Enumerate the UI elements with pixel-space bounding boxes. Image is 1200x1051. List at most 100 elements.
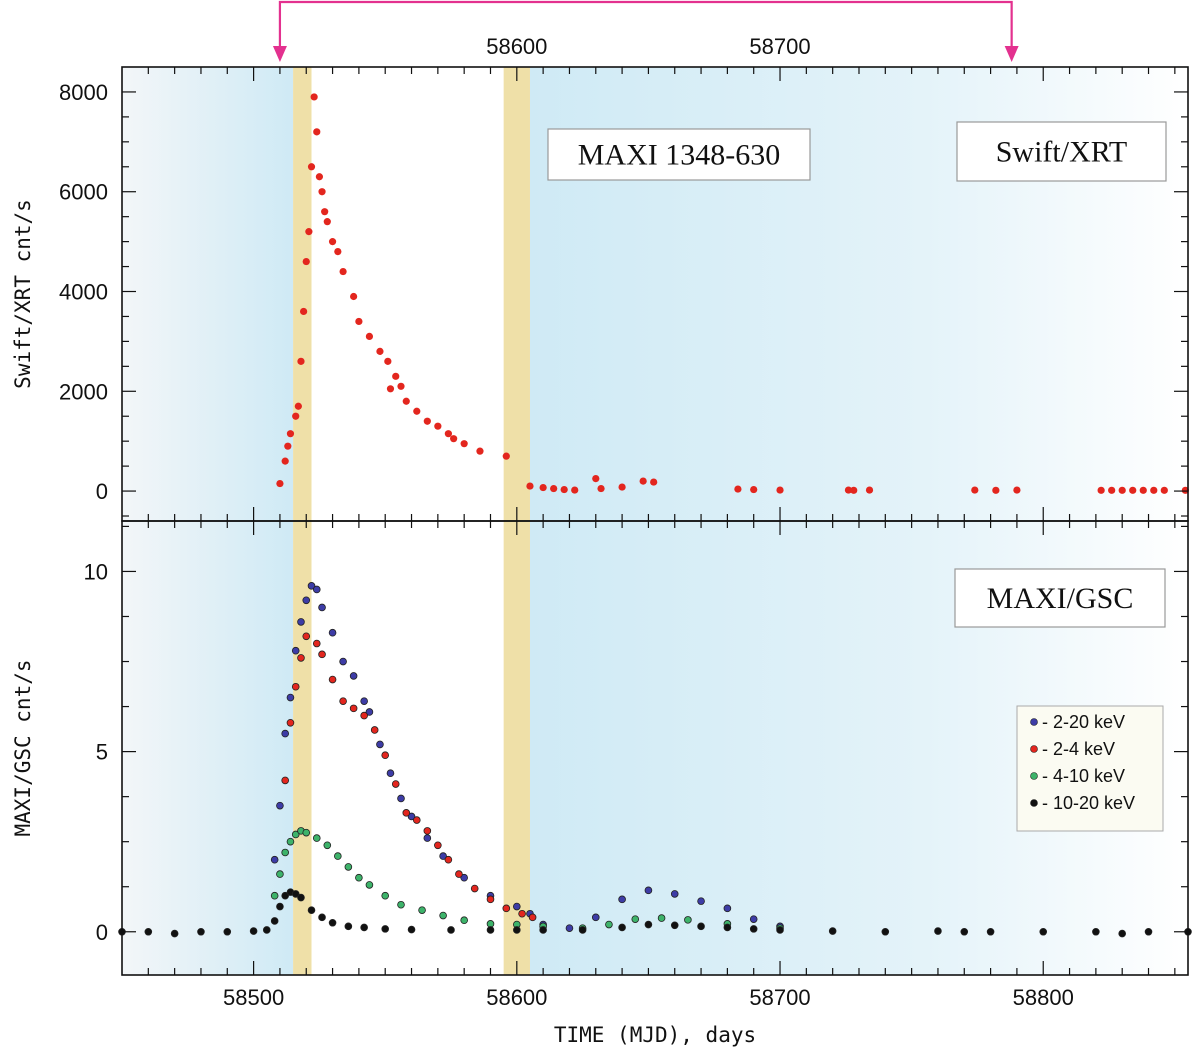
- data-point-swift-xrt: [1181, 486, 1189, 494]
- data-point-swift-xrt: [639, 477, 647, 485]
- data-point-2-20-kev: [565, 924, 574, 932]
- data-point-swift-xrt: [597, 484, 605, 493]
- data-point-10-20-kev: [1144, 927, 1153, 936]
- x-top-tick-label: 58600: [486, 34, 547, 59]
- x-top-tick-label: 58700: [749, 34, 810, 59]
- data-point-swift-xrt: [1129, 486, 1137, 494]
- data-point-2-4-kev: [486, 895, 495, 904]
- data-point-2-20-kev: [723, 904, 732, 913]
- legend-entry: - 4-10 keV: [1042, 766, 1125, 786]
- data-point-swift-xrt: [992, 486, 1000, 494]
- data-point-2-20-kev: [460, 873, 468, 882]
- bracket-arrow-icon: [1004, 46, 1019, 62]
- data-point-10-20-kev: [291, 890, 300, 898]
- data-point-swift-xrt: [300, 307, 308, 316]
- legend-marker: [1030, 745, 1038, 753]
- data-point-10-20-kev: [723, 923, 732, 932]
- data-point-swift-xrt: [571, 486, 579, 494]
- bracket-arrow-icon: [272, 46, 287, 62]
- data-point-2-4-kev: [286, 718, 295, 727]
- data-point-2-4-kev: [291, 682, 300, 691]
- data-point-10-20-kev: [644, 920, 653, 929]
- maxi-gsc-label: MAXI/GSC: [987, 582, 1134, 615]
- data-point-swift-xrt: [1097, 486, 1105, 494]
- x-tick-label: 58700: [749, 985, 810, 1010]
- data-point-swift-xrt: [384, 357, 392, 365]
- data-point-2-4-kev: [381, 751, 390, 760]
- data-point-10-20-kev: [262, 926, 271, 934]
- data-point-swift-xrt: [334, 247, 342, 256]
- data-point-10-20-kev: [297, 893, 305, 902]
- legend-marker: [1030, 718, 1038, 726]
- data-point-swift-xrt: [560, 485, 568, 494]
- data-point-10-20-kev: [270, 917, 279, 925]
- data-point-2-4-kev: [455, 870, 463, 878]
- data-point-10-20-kev: [381, 925, 390, 933]
- data-point-swift-xrt: [323, 218, 331, 226]
- data-point-2-20-kev: [365, 708, 374, 716]
- data-point-swift-xrt: [1013, 486, 1021, 494]
- data-point-2-4-kev: [339, 697, 347, 705]
- data-point-swift-xrt: [650, 478, 658, 486]
- data-point-2-4-kev: [318, 650, 326, 659]
- legend-entry: - 2-20 keV: [1042, 712, 1125, 732]
- data-point-2-20-kev: [439, 852, 447, 860]
- data-point-swift-xrt: [1150, 486, 1158, 494]
- data-point-2-20-kev: [749, 915, 758, 923]
- data-point-swift-xrt: [526, 482, 534, 490]
- data-point-2-20-kev: [291, 646, 300, 655]
- data-point-2-20-kev: [297, 618, 305, 626]
- data-point-2-20-kev: [276, 801, 284, 810]
- maxi-gsc-box: [954, 568, 1166, 628]
- y-axis-title: MAXI/GSC cnt/s: [11, 659, 35, 836]
- data-point-swift-xrt: [313, 128, 321, 136]
- data-point-4-10-kev: [397, 900, 405, 909]
- y-tick-label: 8000: [59, 80, 108, 105]
- data-point-4-10-kev: [270, 891, 279, 900]
- data-point-swift-xrt: [444, 430, 452, 438]
- data-point-10-20-kev: [828, 927, 837, 935]
- data-point-4-10-kev: [302, 828, 311, 837]
- data-point-2-20-kev: [312, 585, 321, 594]
- data-point-4-10-kev: [281, 848, 289, 857]
- data-point-10-20-kev: [281, 891, 289, 900]
- x-axis-title: TIME (MJD), days: [554, 1023, 756, 1047]
- y-tick-label: 0: [96, 920, 108, 945]
- data-point-swift-xrt: [365, 332, 374, 341]
- data-point-4-10-kev: [323, 841, 332, 850]
- data-point-10-20-kev: [670, 921, 679, 930]
- y-tick-label: 4000: [59, 280, 108, 305]
- data-point-2-20-kev: [618, 895, 626, 904]
- data-point-4-10-kev: [344, 863, 353, 871]
- data-point-swift-xrt: [339, 267, 347, 276]
- data-point-4-10-kev: [312, 834, 321, 842]
- data-point-swift-xrt: [539, 483, 547, 492]
- data-point-swift-xrt: [305, 228, 313, 236]
- data-point-2-20-kev: [513, 902, 521, 911]
- data-point-2-20-kev: [644, 886, 653, 895]
- data-point-swift-xrt: [434, 422, 442, 430]
- data-point-4-10-kev: [418, 906, 426, 914]
- data-point-2-4-kev: [302, 632, 311, 641]
- data-point-swift-xrt: [402, 397, 410, 405]
- data-point-swift-xrt: [276, 479, 284, 488]
- data-point-10-20-kev: [276, 902, 284, 911]
- data-point-swift-xrt: [502, 452, 510, 460]
- data-point-2-4-kev: [328, 675, 337, 684]
- data-point-4-10-kev: [631, 915, 640, 923]
- x-tick-label: 58800: [1013, 985, 1074, 1010]
- data-point-swift-xrt: [350, 292, 358, 301]
- data-point-swift-xrt: [844, 486, 853, 494]
- data-point-10-20-kev: [486, 926, 495, 934]
- data-point-10-20-kev: [934, 927, 942, 935]
- data-point-swift-xrt: [318, 188, 326, 196]
- data-point-2-4-kev: [518, 909, 526, 918]
- legend-box: [1016, 705, 1164, 832]
- legend-marker: [1030, 799, 1038, 807]
- swift-xrt-box: [956, 121, 1167, 182]
- data-point-swift-xrt: [1160, 486, 1168, 494]
- data-point-2-4-kev: [470, 884, 479, 893]
- data-point-swift-xrt: [550, 484, 558, 493]
- data-point-swift-xrt: [302, 257, 310, 266]
